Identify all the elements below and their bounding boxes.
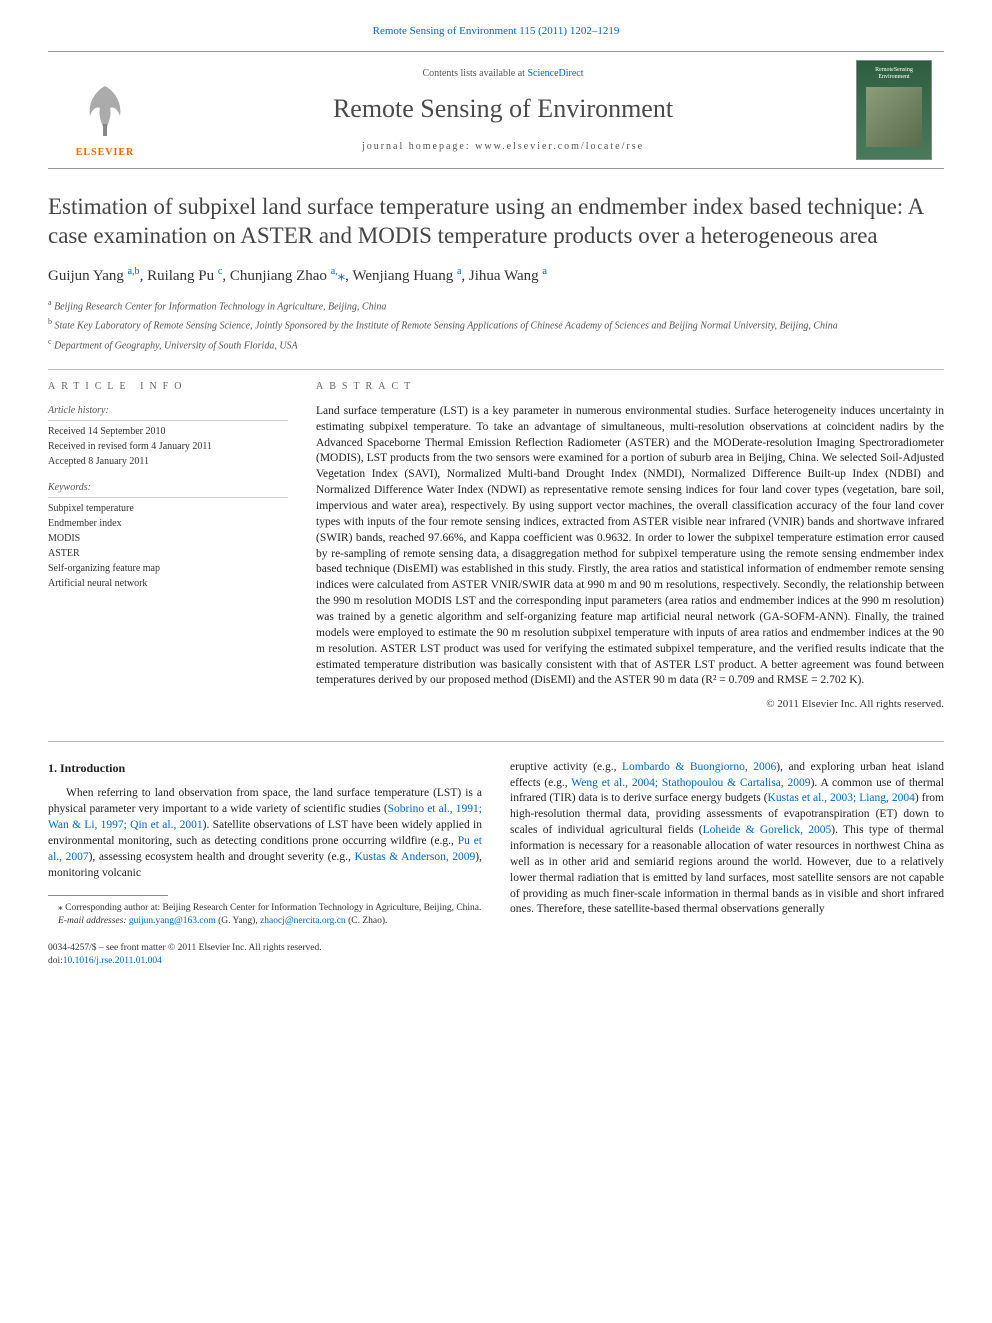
email2-name: (C. Zhao). bbox=[348, 916, 387, 926]
section-1-title: 1. Introduction bbox=[48, 760, 482, 777]
abstract-text: Land surface temperature (LST) is a key … bbox=[316, 404, 944, 689]
t: eruptive activity (e.g., bbox=[510, 761, 622, 773]
affiliation: c Department of Geography, University of… bbox=[48, 336, 944, 353]
keyword: Artificial neural network bbox=[48, 577, 288, 591]
keyword: MODIS bbox=[48, 532, 288, 546]
t: ). This type of thermal information is n… bbox=[510, 824, 944, 915]
journal-header: ELSEVIER Contents lists available at Sci… bbox=[48, 51, 944, 169]
keywords-head: Keywords: bbox=[48, 481, 288, 498]
keyword: Self-organizing feature map bbox=[48, 562, 288, 576]
email-label: E-mail addresses: bbox=[58, 916, 127, 926]
contents-line: Contents lists available at ScienceDirec… bbox=[150, 67, 856, 81]
footnote-separator bbox=[48, 895, 168, 896]
history-line: Received 14 September 2010 bbox=[48, 425, 288, 439]
abstract-col: abstract Land surface temperature (LST) … bbox=[316, 380, 944, 713]
email-footnote: E-mail addresses: guijun.yang@163.com (G… bbox=[48, 915, 482, 928]
article-info-col: article info Article history: Received 1… bbox=[48, 380, 288, 713]
publisher-logo: ELSEVIER bbox=[60, 60, 150, 160]
ref-link[interactable]: Kustas & Anderson, 2009 bbox=[354, 851, 475, 863]
ref-link[interactable]: Lombardo & Buongiorno, 2006 bbox=[622, 761, 776, 773]
top-citation: Remote Sensing of Environment 115 (2011)… bbox=[48, 24, 944, 39]
footer-copyright: 0034-4257/$ – see front matter © 2011 El… bbox=[48, 942, 482, 955]
body-col-right: eruptive activity (e.g., Lombardo & Buon… bbox=[510, 760, 944, 969]
body-columns: 1. Introduction When referring to land o… bbox=[48, 760, 944, 969]
ref-link[interactable]: Kustas et al., 2003; Liang, 2004 bbox=[768, 792, 915, 804]
affiliation: b State Key Laboratory of Remote Sensing… bbox=[48, 316, 944, 333]
email-link[interactable]: guijun.yang@163.com bbox=[129, 916, 216, 926]
t: ), assessing ecosystem health and drough… bbox=[89, 851, 355, 863]
keyword: Subpixel temperature bbox=[48, 502, 288, 516]
body-col-left: 1. Introduction When referring to land o… bbox=[48, 760, 482, 969]
history-line: Accepted 8 January 2011 bbox=[48, 455, 288, 469]
info-abstract-row: article info Article history: Received 1… bbox=[48, 380, 944, 713]
separator-body bbox=[48, 741, 944, 742]
homepage-prefix: journal homepage: bbox=[362, 141, 475, 152]
cover-thumbnail bbox=[866, 87, 922, 147]
header-center: Contents lists available at ScienceDirec… bbox=[150, 67, 856, 153]
affiliation: a Beijing Research Center for Informatio… bbox=[48, 297, 944, 314]
corresponding-footnote: ⁎ Corresponding author at: Beijing Resea… bbox=[48, 902, 482, 915]
article-title: Estimation of subpixel land surface temp… bbox=[48, 193, 944, 251]
intro-paragraph-1: When referring to land observation from … bbox=[48, 786, 482, 881]
article-info-label: article info bbox=[48, 380, 288, 394]
page-footer: 0034-4257/$ – see front matter © 2011 El… bbox=[48, 942, 482, 968]
cover-text-2: Environment bbox=[878, 74, 909, 81]
abstract-copyright: © 2011 Elsevier Inc. All rights reserved… bbox=[316, 697, 944, 712]
sciencedirect-link[interactable]: ScienceDirect bbox=[527, 68, 583, 79]
journal-name: Remote Sensing of Environment bbox=[150, 91, 856, 127]
history-line: Received in revised form 4 January 2011 bbox=[48, 440, 288, 454]
cover-text-1: RemoteSensing bbox=[875, 67, 913, 74]
abstract-label: abstract bbox=[316, 380, 944, 394]
ref-link[interactable]: Weng et al., 2004; Stathopoulou & Cartal… bbox=[571, 777, 810, 789]
footer-doi: doi:10.1016/j.rse.2011.01.004 bbox=[48, 955, 482, 968]
elsevier-tree-icon bbox=[74, 80, 136, 142]
publisher-name: ELSEVIER bbox=[76, 146, 135, 160]
email1-name: (G. Yang), bbox=[218, 916, 258, 926]
homepage-line: journal homepage: www.elsevier.com/locat… bbox=[150, 140, 856, 154]
doi-link[interactable]: 10.1016/j.rse.2011.01.004 bbox=[63, 956, 162, 966]
intro-paragraph-2: eruptive activity (e.g., Lombardo & Buon… bbox=[510, 760, 944, 919]
contents-prefix: Contents lists available at bbox=[422, 68, 527, 79]
email-link[interactable]: zhaocj@nercita.org.cn bbox=[260, 916, 346, 926]
keyword: Endmember index bbox=[48, 517, 288, 531]
history-head: Article history: bbox=[48, 404, 288, 421]
affiliation-list: a Beijing Research Center for Informatio… bbox=[48, 297, 944, 353]
ref-link[interactable]: Loheide & Gorelick, 2005 bbox=[703, 824, 832, 836]
author-list: Guijun Yang a,b, Ruilang Pu c, Chunjiang… bbox=[48, 265, 944, 287]
doi-prefix: doi: bbox=[48, 956, 63, 966]
corr-text: Corresponding author at: Beijing Researc… bbox=[65, 903, 481, 913]
journal-cover: RemoteSensing Environment bbox=[856, 60, 932, 160]
separator bbox=[48, 369, 944, 370]
homepage-url: www.elsevier.com/locate/rse bbox=[475, 141, 644, 152]
top-citation-link[interactable]: Remote Sensing of Environment 115 (2011)… bbox=[373, 25, 620, 37]
keyword: ASTER bbox=[48, 547, 288, 561]
